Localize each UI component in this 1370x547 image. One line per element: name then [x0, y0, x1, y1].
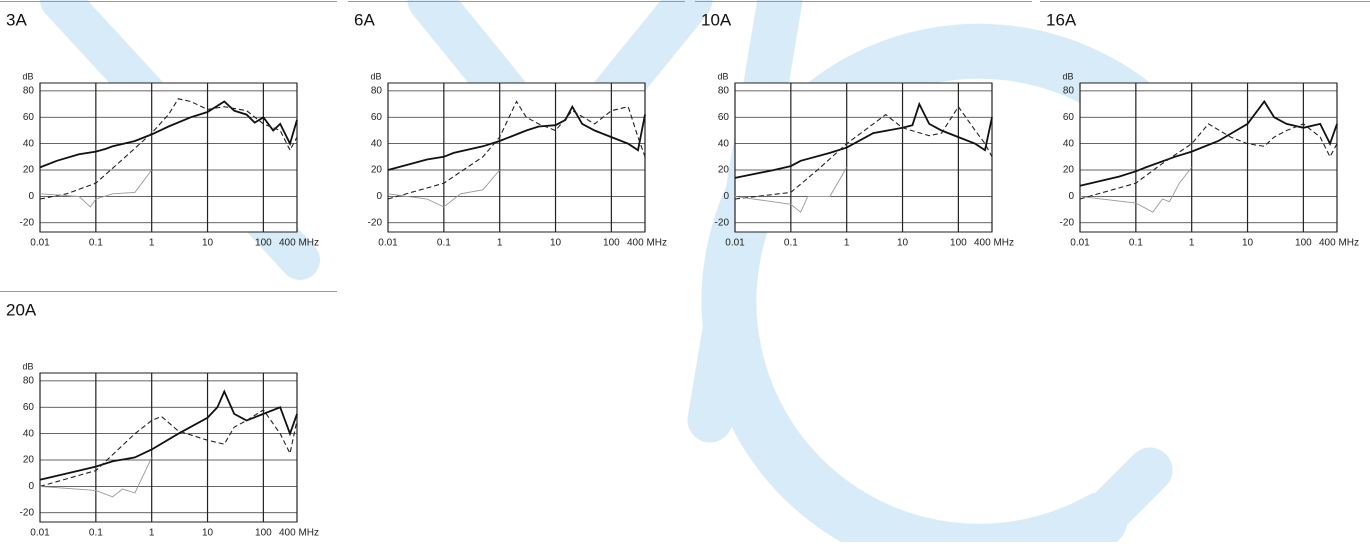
x-tick-label: 10 — [550, 238, 562, 249]
y-tick-label: 60 — [1063, 112, 1075, 123]
y-tick-label: 0 — [28, 191, 34, 202]
plot-area — [735, 83, 992, 232]
x-tick-label: 1 — [149, 528, 155, 539]
plot-area — [388, 83, 645, 232]
y-tick-label: 40 — [718, 138, 730, 149]
y-axis-label: dB — [22, 361, 33, 371]
y-tick-label: 80 — [1063, 86, 1075, 97]
y-tick-label: 0 — [28, 481, 34, 492]
figure-sheet: 3AdB806040200-200.010.1110100400 MHz6AdB… — [0, 0, 1370, 542]
y-tick-label: 80 — [23, 376, 35, 387]
x-tick-label: 10 — [897, 238, 909, 249]
chart-title: 3A — [6, 10, 27, 29]
x-tick-label: 0.1 — [89, 528, 103, 539]
x-tick-label: 10 — [202, 528, 214, 539]
x-tick-label: 100 — [1295, 238, 1312, 249]
chart-title: 6A — [354, 10, 375, 29]
x-tick-label: 100 — [255, 238, 272, 249]
x-tick-label: 0.1 — [1129, 238, 1143, 249]
y-tick-label: -20 — [1060, 217, 1075, 228]
y-tick-label: -20 — [20, 217, 35, 228]
y-tick-label: 20 — [1063, 165, 1075, 176]
x-tick-label: 400 MHz — [279, 528, 319, 539]
x-tick-label: 10 — [1242, 238, 1254, 249]
x-tick-label: 1 — [149, 238, 155, 249]
y-tick-label: 40 — [23, 138, 35, 149]
y-tick-label: 20 — [718, 165, 730, 176]
y-tick-label: 40 — [1063, 138, 1075, 149]
y-tick-label: 80 — [718, 86, 730, 97]
x-tick-label: 400 MHz — [974, 238, 1014, 249]
x-tick-label: 0.01 — [378, 238, 398, 249]
y-axis-label: dB — [22, 71, 33, 81]
y-tick-label: 80 — [371, 86, 383, 97]
y-axis-label: dB — [717, 71, 728, 81]
x-tick-label: 400 MHz — [1319, 238, 1359, 249]
x-tick-label: 0.01 — [30, 238, 50, 249]
x-tick-label: 100 — [603, 238, 620, 249]
y-tick-label: 0 — [1068, 191, 1074, 202]
y-tick-label: 0 — [376, 191, 382, 202]
y-tick-label: -20 — [20, 507, 35, 518]
y-tick-label: 20 — [23, 455, 35, 466]
page: 3AdB806040200-200.010.1110100400 MHz6AdB… — [0, 0, 1370, 542]
x-tick-label: 400 MHz — [279, 238, 319, 249]
y-tick-label: 40 — [371, 138, 383, 149]
chart-title: 16A — [1046, 10, 1077, 29]
plot-area — [1080, 83, 1337, 232]
plot-area — [40, 373, 297, 522]
y-tick-label: -20 — [715, 217, 730, 228]
chart-title: 20A — [6, 300, 37, 319]
y-tick-label: 60 — [371, 112, 383, 123]
chart-title: 10A — [701, 10, 732, 29]
watermark-stroke — [1080, 470, 1150, 540]
x-tick-label: 0.1 — [89, 238, 103, 249]
chart-panel: 16A dB 80 60 40 20 0 -20 0.01 0.1 1 10 100 400 MHz — [1040, 2, 1370, 249]
x-tick-label: 100 — [255, 528, 272, 539]
y-tick-label: 0 — [723, 191, 729, 202]
x-tick-label: 0.1 — [437, 238, 451, 249]
chart-panel: 20A dB 80 60 40 20 0 -20 0.01 0.1 1 10 100 400 MHz — [0, 292, 337, 539]
y-axis-label: dB — [370, 71, 381, 81]
x-tick-label: 1 — [844, 238, 850, 249]
y-tick-label: 40 — [23, 428, 35, 439]
y-tick-label: -20 — [368, 217, 383, 228]
x-tick-label: 1 — [1189, 238, 1195, 249]
y-tick-label: 60 — [718, 112, 730, 123]
x-tick-label: 1 — [497, 238, 503, 249]
y-axis-label: dB — [1062, 71, 1073, 81]
y-tick-label: 60 — [23, 402, 35, 413]
x-tick-label: 100 — [950, 238, 967, 249]
y-tick-label: 20 — [371, 165, 383, 176]
y-tick-label: 60 — [23, 112, 35, 123]
y-tick-label: 80 — [23, 86, 35, 97]
chart-panel: 3A dB 80 60 40 20 0 -20 0.01 0.1 1 10 100 400 MHz — [0, 2, 337, 249]
x-tick-label: 0.01 — [30, 528, 50, 539]
x-tick-label: 10 — [202, 238, 214, 249]
y-tick-label: 20 — [23, 165, 35, 176]
x-tick-label: 0.1 — [784, 238, 798, 249]
plot-area — [40, 83, 297, 232]
x-tick-label: 0.01 — [725, 238, 745, 249]
x-tick-label: 0.01 — [1070, 238, 1090, 249]
x-tick-label: 400 MHz — [627, 238, 667, 249]
